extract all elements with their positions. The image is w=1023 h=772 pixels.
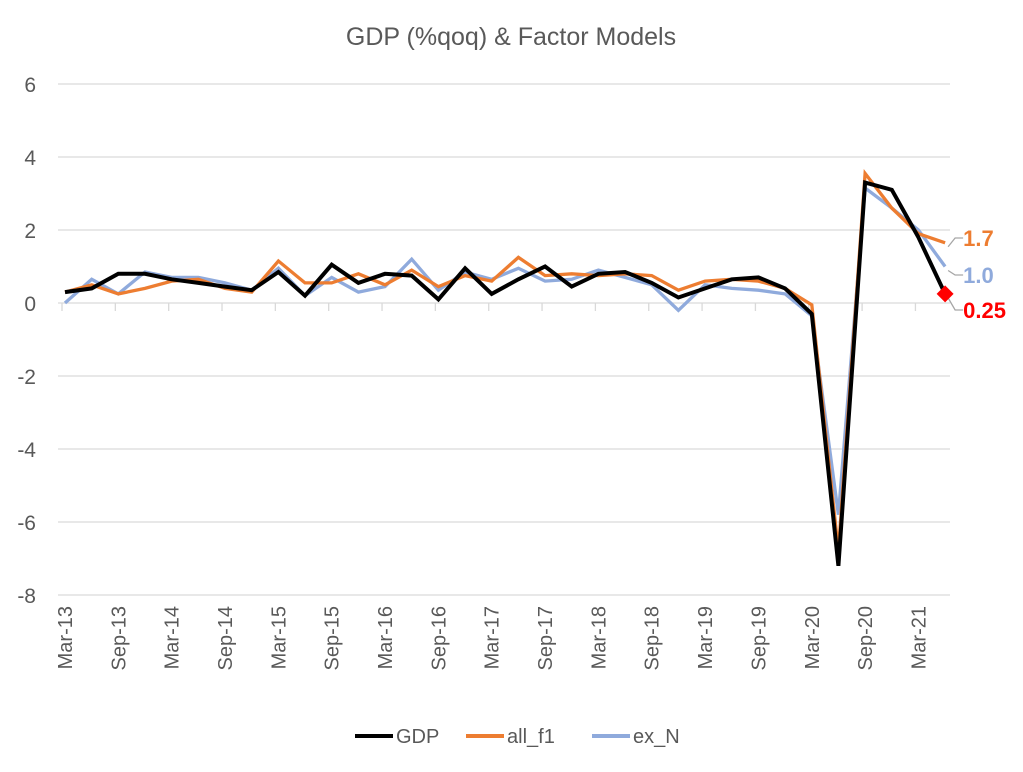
annotation-leader-line <box>947 269 964 276</box>
annotation-leader-line <box>947 297 964 311</box>
annotation-leader-line <box>947 237 964 248</box>
x-tick-label: Mar-14 <box>162 606 184 669</box>
x-tick-label: Mar-16 <box>375 606 397 669</box>
x-tick-label: Mar-13 <box>55 606 77 669</box>
series-line-ex-n <box>63 184 947 515</box>
last-point-diamond-marker <box>936 285 954 303</box>
x-tick-label: Mar-19 <box>695 606 717 669</box>
x-tick-label: Sep-17 <box>535 606 557 671</box>
y-tick-label: -2 <box>17 366 36 389</box>
x-tick-label: Mar-18 <box>588 606 610 669</box>
y-tick-label: 0 <box>24 293 36 316</box>
series-line-gdp <box>64 180 947 567</box>
x-tick-label: Sep-15 <box>322 606 344 671</box>
y-tick-label: 4 <box>24 147 36 170</box>
annotation-label: 1.0 <box>963 263 994 288</box>
chart-title: GDP (%qoq) & Factor Models <box>346 23 676 51</box>
x-tick-label: Mar-15 <box>268 606 290 669</box>
x-tick-label: Sep-16 <box>428 606 450 671</box>
x-tick-label: Sep-14 <box>215 606 237 671</box>
y-tick-label: 2 <box>24 220 36 243</box>
y-tick-label: 6 <box>24 74 36 97</box>
legend: GDP all_f1 ex_N <box>355 726 680 748</box>
y-tick-label: -6 <box>17 512 36 535</box>
x-tick-label: Sep-18 <box>642 606 664 671</box>
annotation-label: 1.7 <box>963 226 994 251</box>
x-tick-label: Mar-17 <box>482 606 504 669</box>
legend-label: GDP <box>396 726 439 748</box>
x-tick-label: Mar-20 <box>802 606 824 669</box>
x-axis: Mar-13 Sep-13 Mar-14 Sep-14 Mar-15 Sep-15 Mar-… <box>55 302 950 671</box>
gridlines <box>58 83 950 596</box>
annotations: 1.7 1.0 0.25 <box>936 226 1006 323</box>
x-tick-label: Mar-21 <box>908 606 930 669</box>
x-tick-label: Sep-20 <box>855 606 877 671</box>
legend-label: all_f1 <box>507 726 555 748</box>
legend-label: ex_N <box>633 726 680 748</box>
y-axis: -8 -6 -4 -2 0 2 4 6 <box>17 74 36 608</box>
x-tick-label: Sep-13 <box>108 606 130 671</box>
y-tick-label: -4 <box>17 439 36 462</box>
annotation-label: 0.25 <box>963 298 1006 323</box>
x-tick-label: Sep-19 <box>748 606 770 671</box>
series-lines <box>63 168 947 567</box>
y-tick-label: -8 <box>17 585 36 608</box>
